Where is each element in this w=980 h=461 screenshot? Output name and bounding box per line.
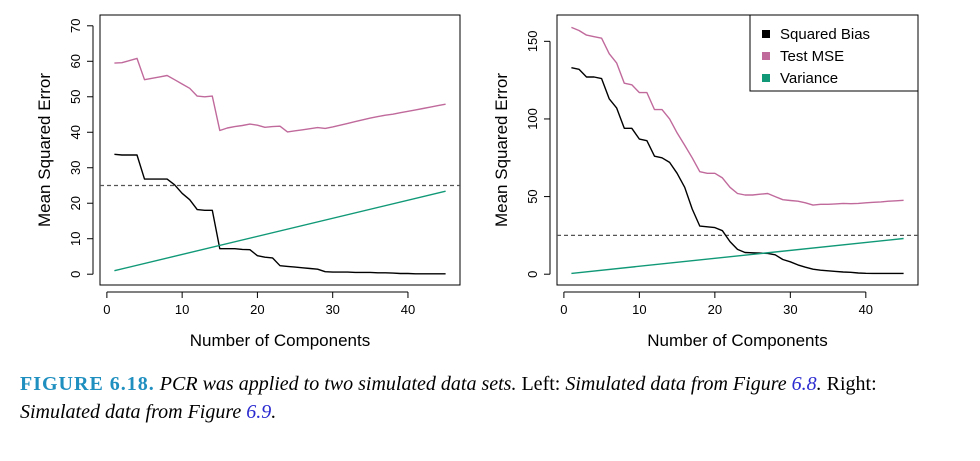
x-tick-label: 10 bbox=[175, 302, 189, 317]
caption-right-text: Simulated data from Figure bbox=[20, 401, 247, 423]
left-chart: 0 10 20 30 40 Number of Components 0 10 20 30 40 50… bbox=[35, 14, 461, 350]
y-tick-label: 30 bbox=[68, 161, 83, 175]
x-tick-label: 40 bbox=[401, 302, 415, 317]
legend-label-squared-bias: Squared Bias bbox=[780, 26, 870, 43]
legend: Squared Bias Test MSE Variance bbox=[749, 14, 919, 92]
x-tick-label: 20 bbox=[708, 302, 722, 317]
caption-left-period: . bbox=[816, 373, 822, 395]
caption-left-figure-link[interactable]: 6.8 bbox=[791, 373, 817, 395]
y-tick-label: 150 bbox=[525, 30, 540, 52]
series-1-line bbox=[114, 57, 446, 133]
variance-line bbox=[571, 237, 904, 275]
y-tick-label: 50 bbox=[525, 189, 540, 203]
x-axis: 0 10 20 30 40 bbox=[103, 291, 415, 317]
squared-bias-line bbox=[571, 67, 904, 275]
x-tick-label: 30 bbox=[783, 302, 797, 317]
x-tick-label: 10 bbox=[632, 302, 646, 317]
series-3-line bbox=[114, 190, 446, 272]
legend-label-test-mse: Test MSE bbox=[780, 48, 844, 65]
y-tick-label: 0 bbox=[68, 271, 83, 278]
y-tick-label: 0 bbox=[525, 271, 540, 278]
x-tick-label: 20 bbox=[250, 302, 264, 317]
legend-swatch-variance bbox=[762, 74, 770, 82]
x-tick-label: 0 bbox=[103, 302, 110, 317]
legend-swatch-test-mse bbox=[762, 52, 770, 60]
y-axis: 0 50 100 150 bbox=[525, 30, 551, 278]
caption-right-period: . bbox=[271, 401, 277, 423]
y-axis: 0 10 20 30 40 50 60 70 bbox=[68, 19, 94, 278]
caption-right-figure-link[interactable]: 6.9 bbox=[246, 401, 272, 423]
y-axis-title: Mean Squared Error bbox=[492, 73, 511, 227]
plot-frame bbox=[99, 14, 461, 286]
legend-swatch-squared-bias bbox=[762, 30, 770, 38]
legend-label-variance: Variance bbox=[780, 70, 838, 87]
x-tick-label: 30 bbox=[325, 302, 339, 317]
caption-left-text: Simulated data from Figure bbox=[565, 373, 792, 395]
series-2-line bbox=[114, 153, 446, 275]
caption-figure-label: FIGURE 6.18. bbox=[20, 373, 155, 395]
legend-box bbox=[749, 14, 919, 92]
y-tick-label: 60 bbox=[68, 54, 83, 68]
x-axis-title: Number of Components bbox=[190, 331, 370, 350]
y-tick-label: 50 bbox=[68, 90, 83, 104]
caption-left-label: Left: bbox=[516, 373, 566, 395]
figure-panels: 0 10 20 30 40 Number of Components 0 10 20 30 40 50… bbox=[35, 14, 919, 350]
figure-caption: FIGURE 6.18. PCR was applied to two simu… bbox=[20, 370, 960, 426]
x-axis-title: Number of Components bbox=[647, 331, 827, 350]
y-tick-label: 10 bbox=[68, 231, 83, 245]
caption-sentence: PCR was applied to two simulated data se… bbox=[154, 373, 517, 395]
caption-right-label: Right: bbox=[821, 373, 877, 395]
plot-frame bbox=[556, 14, 919, 286]
x-tick-label: 40 bbox=[859, 302, 873, 317]
test-mse-line bbox=[571, 26, 904, 206]
y-tick-label: 70 bbox=[68, 19, 83, 33]
x-tick-label: 0 bbox=[560, 302, 567, 317]
x-axis: 0 10 20 30 40 bbox=[560, 291, 873, 317]
y-tick-label: 100 bbox=[525, 108, 540, 130]
y-axis-title: Mean Squared Error bbox=[35, 73, 54, 227]
y-tick-label: 20 bbox=[68, 196, 83, 210]
right-chart: 0 10 20 30 40 Number of Components 0 50 100 150 Me… bbox=[492, 14, 919, 350]
y-tick-label: 40 bbox=[68, 125, 83, 139]
